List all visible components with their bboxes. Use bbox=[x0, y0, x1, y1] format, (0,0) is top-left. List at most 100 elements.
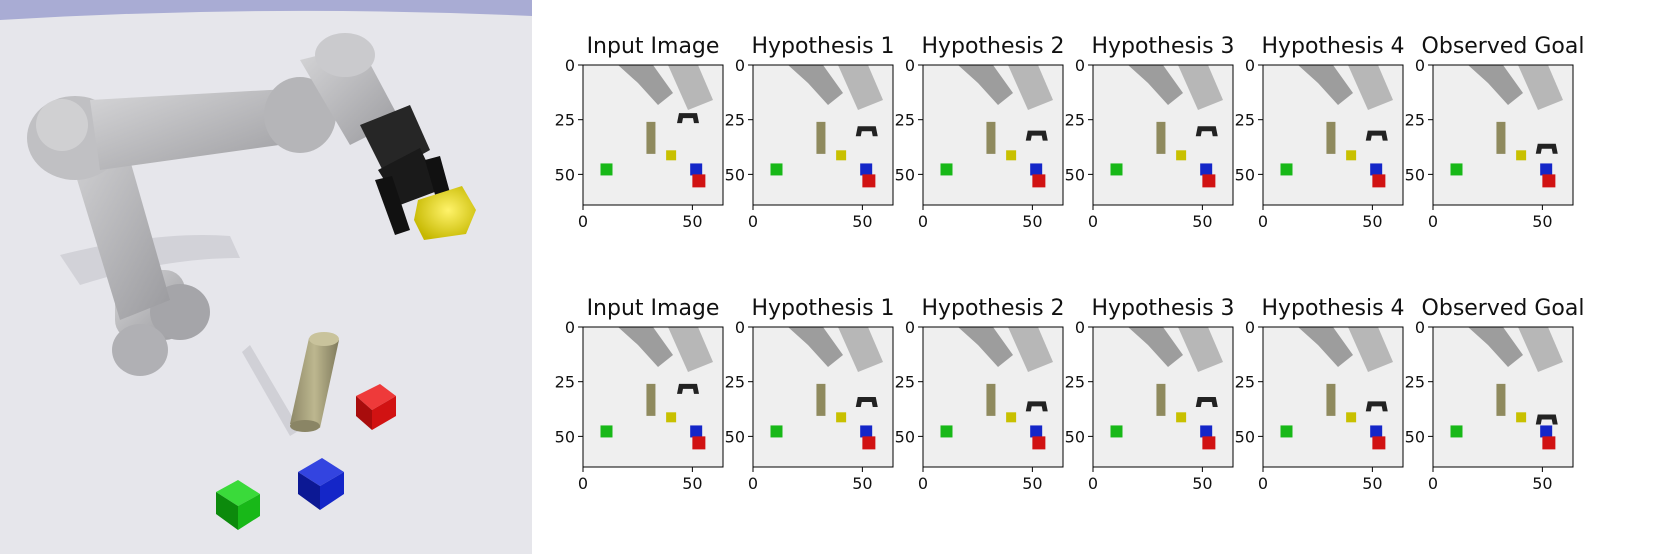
robot-arm-image bbox=[618, 65, 673, 105]
cylinder-image bbox=[1326, 383, 1336, 416]
x-tick-label: 0 bbox=[1088, 212, 1098, 231]
y-tick-label: 25 bbox=[1065, 111, 1085, 130]
robot-arm-image bbox=[788, 327, 843, 367]
green-cube-image bbox=[1110, 163, 1123, 176]
y-tick-label: 50 bbox=[1235, 165, 1255, 184]
x-tick-label: 0 bbox=[1428, 474, 1438, 493]
robot-arm-image bbox=[618, 327, 673, 367]
cylinder-shadow bbox=[242, 345, 300, 436]
red-cube-image bbox=[1542, 174, 1556, 188]
y-tick-label: 50 bbox=[1065, 165, 1085, 184]
y-tick-label: 0 bbox=[1415, 56, 1425, 75]
axes-frame bbox=[1262, 326, 1404, 468]
y-tick-label: 0 bbox=[1075, 318, 1085, 337]
x-tick-label: 0 bbox=[1258, 212, 1268, 231]
blue-cube-image bbox=[1370, 425, 1383, 438]
y-tick-label: 0 bbox=[905, 318, 915, 337]
cylinder-image bbox=[816, 121, 826, 154]
y-tick-label: 25 bbox=[1065, 373, 1085, 392]
y-tick-label: 0 bbox=[565, 56, 575, 75]
robot-arm bbox=[27, 33, 400, 376]
y-tick-label: 0 bbox=[1415, 318, 1425, 337]
y-tick-label: 25 bbox=[725, 111, 745, 130]
robot-arm-image bbox=[1178, 327, 1223, 372]
green-cube-image bbox=[940, 425, 953, 438]
red-cube-image bbox=[1032, 174, 1046, 188]
yellow-cube-image bbox=[836, 412, 847, 423]
y-tick-label: 0 bbox=[1245, 318, 1255, 337]
robot-arm-image bbox=[1518, 65, 1563, 110]
yellow-cube-image bbox=[1176, 150, 1187, 161]
gripper-image bbox=[1025, 401, 1048, 412]
axes-frame bbox=[582, 64, 724, 206]
x-tick-label: 50 bbox=[1532, 212, 1552, 231]
red-cube-image bbox=[862, 174, 876, 188]
blue-cube-image bbox=[1200, 425, 1213, 438]
green-cube-image bbox=[600, 163, 613, 176]
subplot-panel: Hypothesis 3 0 25 50 0 50 bbox=[1065, 296, 1235, 493]
yellow-cube-image bbox=[1006, 412, 1017, 423]
red-cube-image bbox=[1202, 174, 1216, 188]
gripper-image bbox=[677, 113, 699, 124]
x-tick-label: 0 bbox=[1428, 212, 1438, 231]
y-tick-label: 0 bbox=[1245, 56, 1255, 75]
x-tick-label: 0 bbox=[748, 474, 758, 493]
subplot-title: Hypothesis 2 bbox=[921, 34, 1064, 59]
axes-frame bbox=[582, 326, 724, 468]
robot-arm-image bbox=[958, 327, 1013, 367]
subplot-title: Hypothesis 3 bbox=[1091, 296, 1234, 321]
green-cube-image bbox=[1280, 163, 1293, 176]
robot-arm-image bbox=[838, 327, 883, 372]
axes-frame bbox=[922, 326, 1064, 468]
y-tick-label: 50 bbox=[1065, 427, 1085, 446]
gripper bbox=[360, 105, 452, 235]
green-cube-image bbox=[1450, 163, 1463, 176]
x-tick-label: 50 bbox=[1022, 474, 1042, 493]
x-tick-label: 50 bbox=[1362, 474, 1382, 493]
subplot-title: Hypothesis 1 bbox=[751, 296, 894, 321]
gripper-image bbox=[1535, 143, 1558, 154]
red-cube-image bbox=[692, 436, 706, 450]
red-cube-image bbox=[862, 436, 876, 450]
y-tick-label: 25 bbox=[1405, 373, 1425, 392]
gripper-image bbox=[855, 397, 878, 407]
red-cube-image bbox=[692, 174, 706, 188]
blue-cube-image bbox=[690, 163, 703, 176]
yellow-cube-image bbox=[666, 150, 677, 161]
gripper-image bbox=[677, 383, 699, 394]
yellow-cube-image bbox=[1516, 412, 1527, 423]
gripper-image bbox=[1535, 414, 1558, 425]
subplot-title: Input Image bbox=[587, 34, 720, 59]
cylinder-image bbox=[646, 383, 656, 416]
subplot-panel: Hypothesis 4 0 25 50 0 50 bbox=[1235, 34, 1405, 231]
axes-frame bbox=[752, 326, 894, 468]
green-cube-image bbox=[1450, 425, 1463, 438]
robot-arm-image bbox=[1298, 327, 1353, 367]
yellow-cube-image bbox=[1516, 150, 1527, 161]
gripper-image bbox=[1195, 397, 1218, 407]
yellow-cube bbox=[414, 186, 476, 240]
y-tick-label: 50 bbox=[1235, 427, 1255, 446]
axes-frame bbox=[1432, 64, 1574, 206]
y-tick-label: 25 bbox=[555, 111, 575, 130]
subplot-panel: Input Image 0 25 50 0 50 bbox=[555, 296, 724, 493]
cylinder-image bbox=[1496, 383, 1506, 416]
gripper-image bbox=[1195, 126, 1218, 137]
blue-cube-image bbox=[860, 163, 873, 176]
cylinder-image bbox=[646, 121, 656, 154]
x-tick-label: 50 bbox=[852, 212, 872, 231]
y-tick-label: 0 bbox=[735, 318, 745, 337]
x-tick-label: 50 bbox=[1192, 212, 1212, 231]
cylinder-image bbox=[1156, 383, 1166, 416]
yellow-cube-image bbox=[1346, 150, 1357, 161]
cylinder-image bbox=[986, 383, 996, 416]
x-tick-label: 0 bbox=[578, 212, 588, 231]
gripper-image bbox=[1025, 130, 1048, 141]
subplot-title: Hypothesis 1 bbox=[751, 34, 894, 59]
cylinder-image bbox=[816, 383, 826, 416]
subplot-title: Observed Goal bbox=[1422, 296, 1585, 321]
axes-frame bbox=[1262, 64, 1404, 206]
cylinder-image bbox=[1326, 121, 1336, 154]
y-tick-label: 25 bbox=[895, 111, 915, 130]
